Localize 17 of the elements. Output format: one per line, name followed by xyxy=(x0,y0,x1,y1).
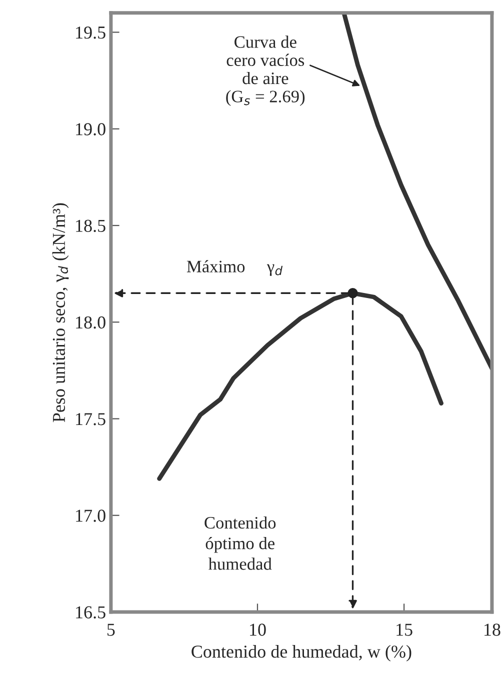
y-tick-label: 17.5 xyxy=(76,413,106,426)
x-tick-label: 15 xyxy=(396,624,412,636)
y-tick-label: 18.0 xyxy=(76,316,106,329)
x-tick-label: 5 xyxy=(107,624,115,636)
y-axis-title: Peso unitario seco, γ$_{d}$ (kN/m³) xyxy=(52,203,69,422)
annotation: Curva de cero vacíos de aire (G$_{s}$ = 2.69) xyxy=(226,36,305,106)
y-tick-label: 19.5 xyxy=(76,26,106,39)
x-tick-label: 10 xyxy=(250,624,266,636)
y-tick-label: 19.0 xyxy=(76,123,106,136)
y-tick-label: 17.0 xyxy=(76,510,106,522)
y-tick-label: 18.5 xyxy=(76,220,106,232)
x-axis-title: Contenido de humedad, w (%) xyxy=(192,645,412,662)
y-tick-label: 16.5 xyxy=(76,606,106,619)
x-tick-label: 18 xyxy=(484,624,500,636)
line-series xyxy=(342,12,492,371)
annotation: Contenido óptimo de humedad xyxy=(204,516,276,570)
annotation: Máximo γ$_{d}$ xyxy=(186,260,283,276)
